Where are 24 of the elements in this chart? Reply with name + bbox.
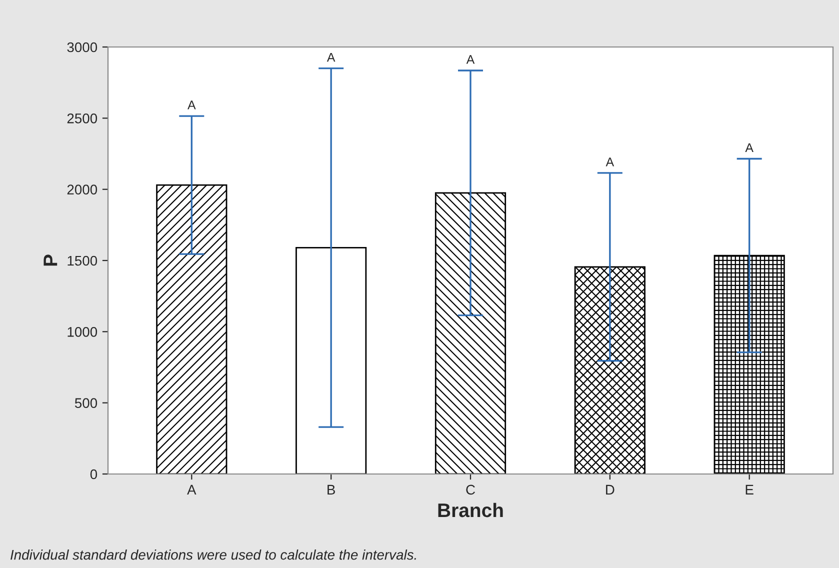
- annotation: A: [326, 52, 336, 62]
- annotation: A: [745, 143, 754, 152]
- y-axis-title: P: [44, 254, 58, 266]
- y-tick-label: 500: [74, 398, 98, 408]
- x-tick-label: C: [466, 484, 475, 495]
- bar: [714, 254, 785, 474]
- y-tick-label: 1500: [68, 256, 98, 266]
- x-tick-label: B: [328, 484, 335, 494]
- annotation: A: [466, 55, 475, 64]
- x-axis-title: Branch: [438, 502, 503, 518]
- bar: [574, 266, 646, 474]
- text: Individual standard deviations were used to calculate the intervals.: [10, 550, 416, 560]
- x-tick-label: A: [187, 484, 196, 494]
- y-tick-label: 0: [90, 469, 98, 480]
- y-tick-label: 3000: [67, 42, 98, 52]
- y-tick-label: 1000: [68, 327, 98, 337]
- x-tick-label: E: [746, 484, 754, 494]
- annotation: A: [606, 158, 614, 166]
- y-tick-label: 2000: [67, 184, 98, 195]
- bar: [156, 184, 228, 474]
- x-tick-label: D: [606, 484, 614, 494]
- annotation: A: [188, 100, 196, 110]
- y-tick-label: 2500: [67, 114, 98, 124]
- bar: [434, 192, 506, 474]
